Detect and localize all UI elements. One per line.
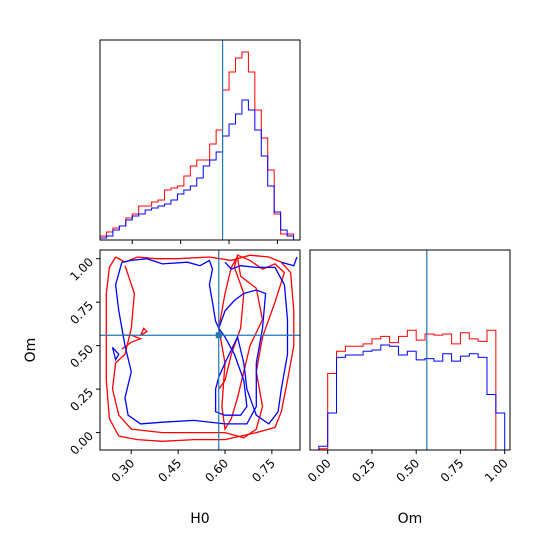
h0-om-contour-panel: 0.30 0.45 0.60 0.75 0.00 0.25 0.50 0.75 1.00 [67,249,301,485]
contour-line-5 [114,258,267,425]
contour-frame [99,249,301,451]
truth-marker [215,332,222,339]
om-histogram-panel: 0.00 0.25 0.50 0.75 1.00 [305,249,511,485]
om-y-tick-label-0: 0.00 [67,429,96,458]
om-x-tick-label-3: 0.75 [438,456,467,485]
h0-tick-label-1: 0.45 [155,456,184,485]
om-x-tick-label-0: 0.00 [305,456,334,485]
h0-histogram-series-0 [99,51,300,241]
contour-line-6 [214,261,289,425]
om-y-tick-label-1: 0.25 [67,385,96,414]
h0-histogram-panel [99,39,301,244]
h0-tick-label-0: 0.30 [109,456,138,485]
om-y-tick-label-2: 0.50 [67,342,96,371]
h0-tick-label-3: 0.75 [249,456,278,485]
om-y-tick-label-3: 0.75 [67,298,96,327]
om-histogram-series-1 [318,344,506,450]
om-x-tick-label-1: 0.25 [349,456,378,485]
om-histogram-series-0 [318,329,505,451]
contour-line-0 [105,254,295,442]
h0-histogram-frame [99,39,301,241]
h0-histogram-series-1 [99,99,300,241]
h0-axis-label: H0 [190,511,209,527]
contour-line-8 [111,346,120,362]
om-x-tick-label-2: 0.50 [394,456,423,485]
contour-line-1 [111,254,286,439]
contour-line-4 [140,327,148,336]
contour-line-7 [281,256,298,267]
om-x-tick-label-4: 1.00 [482,456,511,485]
om-y-tick-label-4: 1.00 [67,255,96,284]
contour-lines [105,254,298,442]
contour-line-2 [218,256,264,432]
h0-tick-label-2: 0.60 [202,456,231,485]
om-axis-label: Om [398,511,423,527]
om-y-axis-label: Om [23,338,39,363]
om-histogram-frame [309,249,511,451]
